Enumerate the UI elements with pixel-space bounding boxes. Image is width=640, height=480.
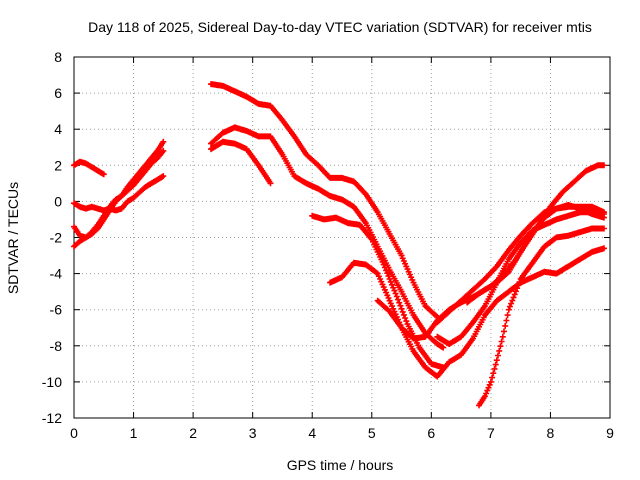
y-tick-label: -6 (50, 302, 63, 318)
series-markers (208, 124, 447, 351)
series-seg-a4 (71, 147, 167, 250)
y-tick-label: 4 (54, 121, 62, 137)
y-tick-label: -10 (42, 374, 62, 390)
series-seg-c6 (476, 225, 607, 409)
series-markers (71, 173, 167, 214)
series-markers (327, 245, 607, 380)
series-seg-a1 (71, 158, 107, 178)
x-tick-label: 7 (487, 425, 495, 441)
y-tick-label: 6 (54, 85, 62, 101)
series-markers (208, 138, 274, 187)
x-tick-label: 1 (130, 425, 138, 441)
y-tick-label: 8 (54, 49, 62, 65)
series-markers (464, 162, 607, 306)
x-tick-label: 4 (308, 425, 316, 441)
series-seg-c2 (327, 245, 607, 380)
axis-ticks: 0 1 2 3 4 5 6 7 8 9 -12 -10 -8 -6 -4 -2 0 2 4 6 8 (42, 49, 614, 441)
series-seg-b2 (208, 124, 447, 351)
y-axis-label: SDTVAR / TECUs (5, 182, 21, 294)
chart-title: Day 118 of 2025, Sidereal Day-to-day VTE… (88, 19, 592, 35)
y-tick-label: 0 (54, 193, 62, 209)
series-seg-c5 (434, 209, 607, 347)
series-markers (476, 225, 607, 409)
y-tick-label: 2 (54, 157, 62, 173)
x-tick-label: 5 (368, 425, 376, 441)
x-tick-label: 9 (606, 425, 614, 441)
series-seg-b1 (208, 81, 441, 320)
y-tick-label: -4 (50, 266, 63, 282)
data-series (71, 81, 607, 409)
x-axis-label: GPS time / hours (287, 457, 394, 473)
y-tick-label: -2 (50, 230, 63, 246)
x-tick-label: 6 (427, 425, 435, 441)
series-seg-a2 (71, 173, 167, 214)
series-markers (434, 209, 607, 347)
y-tick-label: -12 (42, 410, 62, 426)
series-markers (208, 81, 441, 320)
x-tick-label: 0 (70, 425, 78, 441)
series-markers (71, 158, 107, 178)
y-tick-label: -8 (50, 338, 63, 354)
series-seg-b3 (208, 138, 274, 187)
x-tick-label: 8 (547, 425, 555, 441)
series-markers (71, 147, 167, 250)
x-tick-label: 3 (249, 425, 257, 441)
x-tick-label: 2 (189, 425, 197, 441)
series-seg-c7 (464, 162, 607, 306)
